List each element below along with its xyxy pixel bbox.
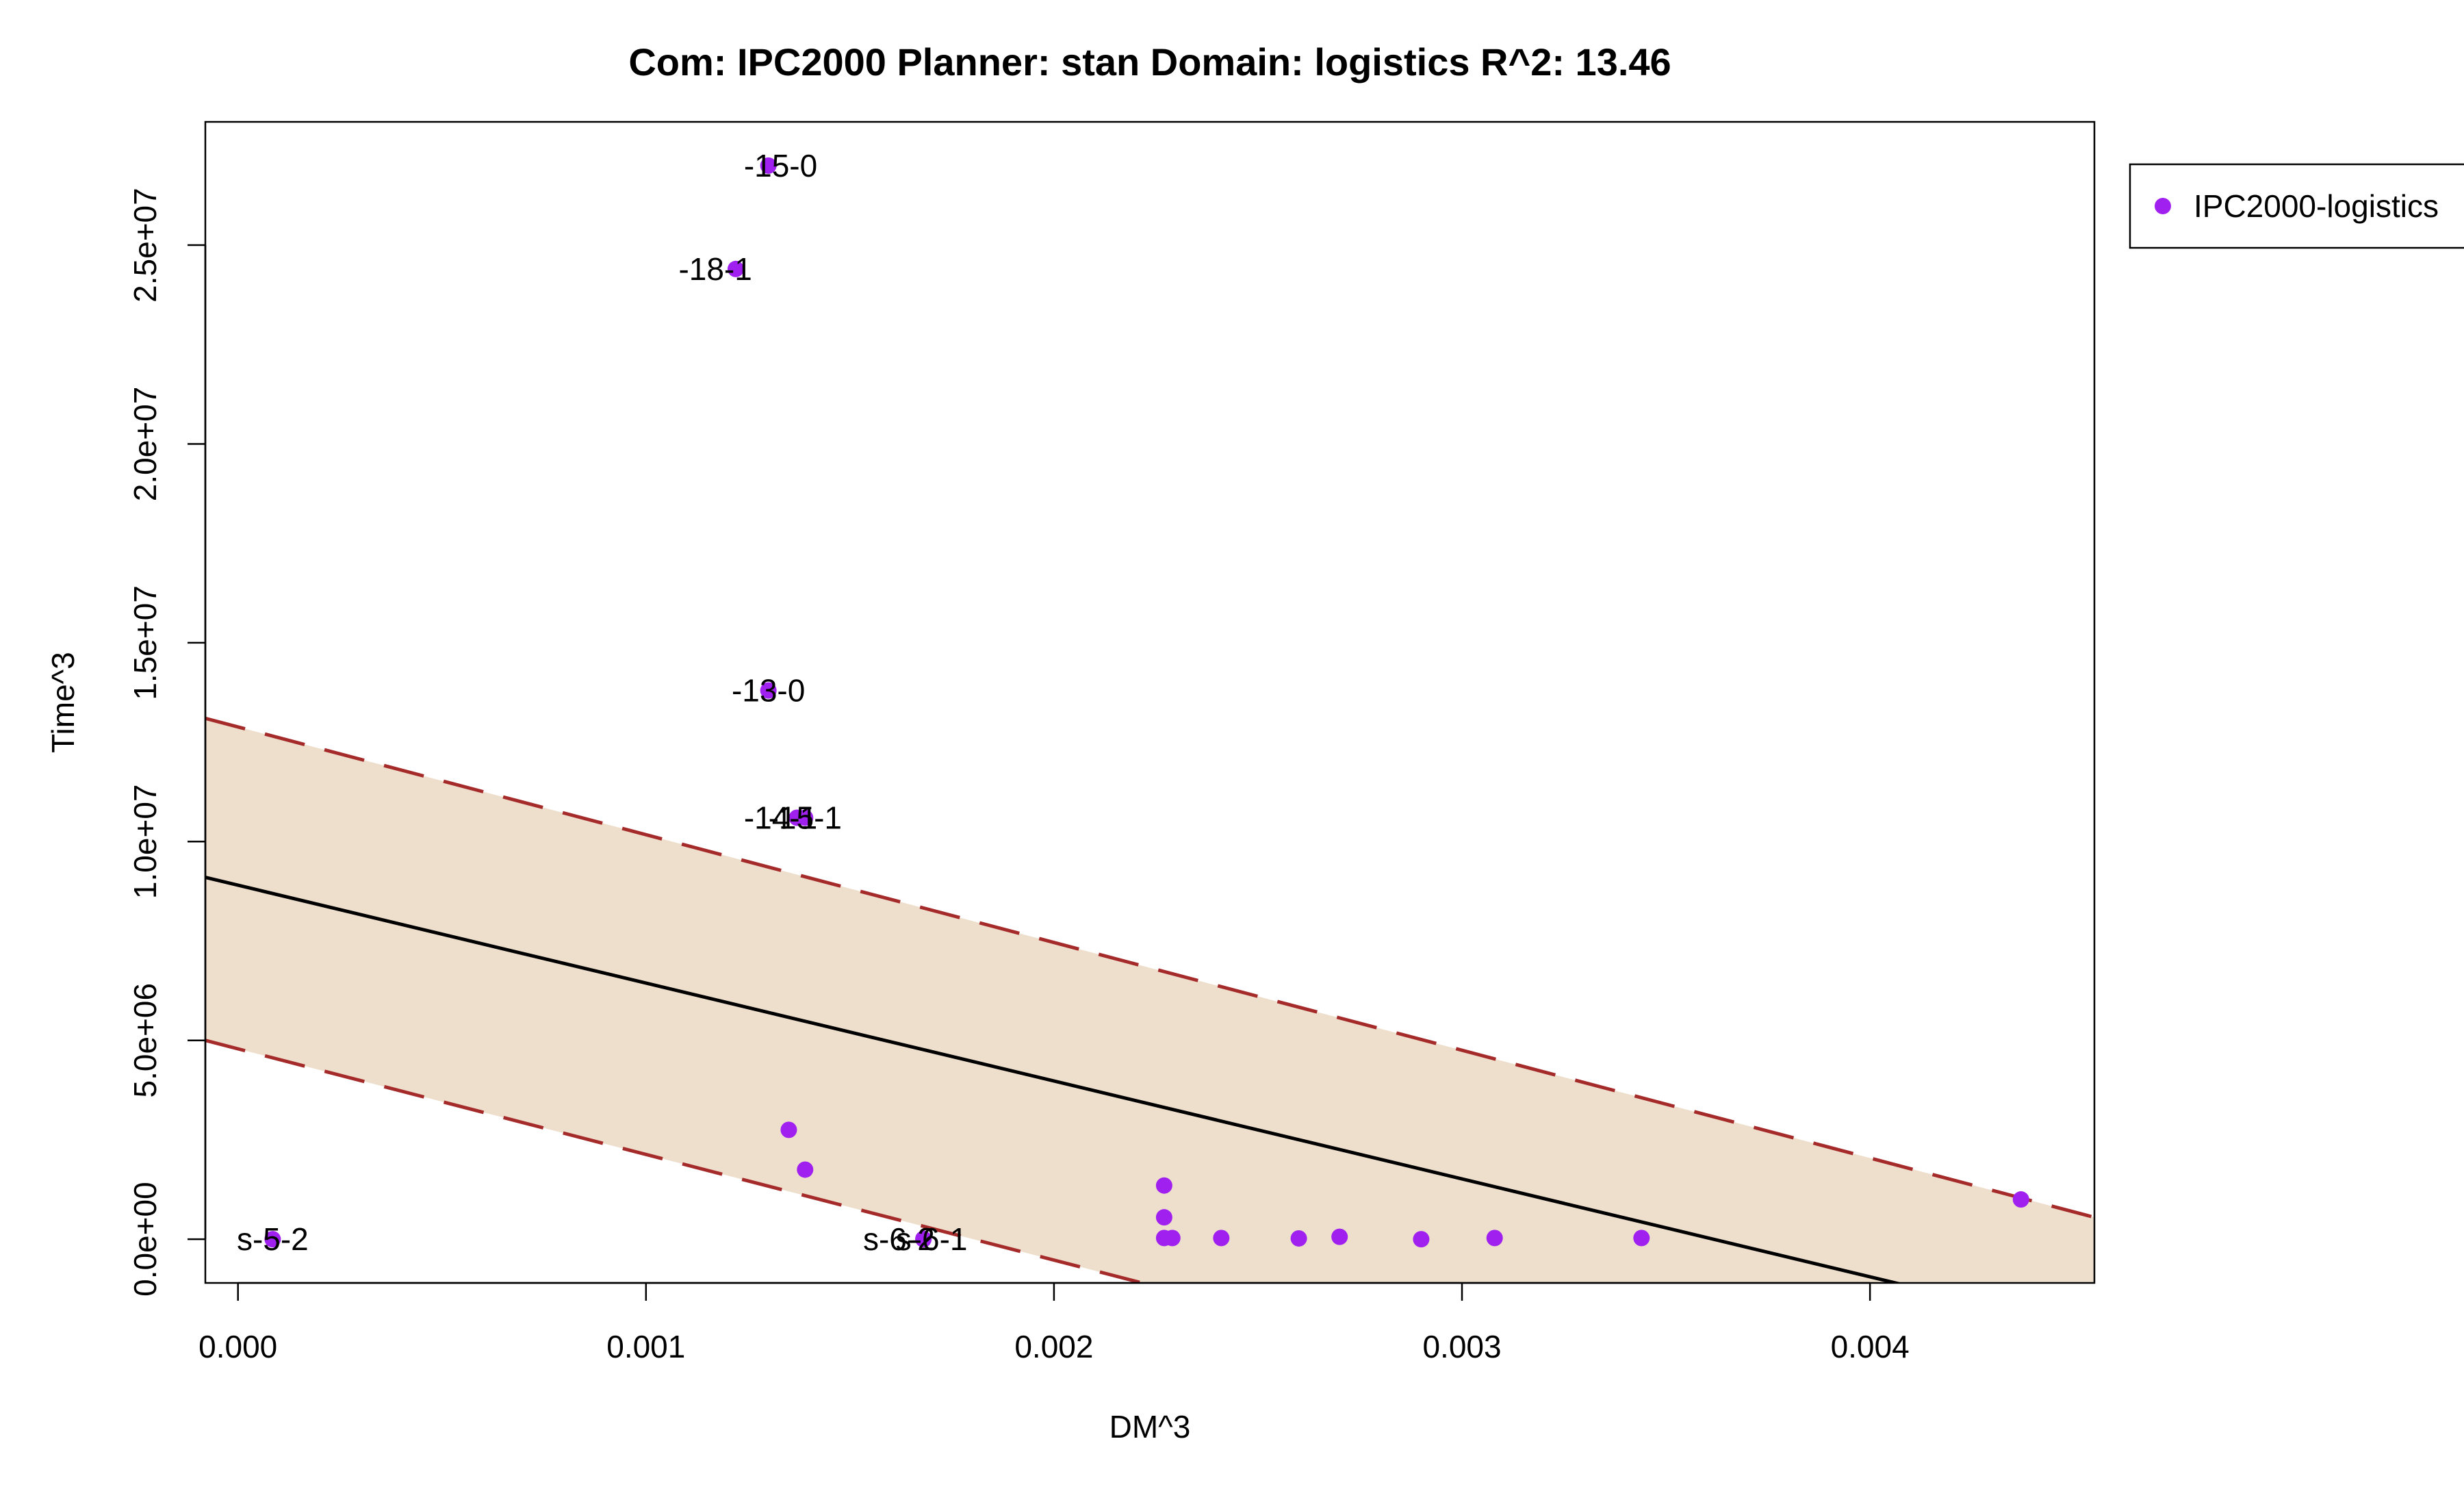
- data-point: [760, 682, 777, 699]
- point-label: s-5-2: [237, 1221, 309, 1257]
- lower-bound-line: [205, 1039, 1149, 1283]
- upper-bound-line: [205, 716, 2094, 1219]
- data-point: [1413, 1231, 1430, 1248]
- confidence-band-layer: [205, 716, 2094, 1283]
- data-point: [2012, 1191, 2029, 1208]
- point-label: -15-1: [769, 800, 842, 835]
- data-point: [1155, 1177, 1172, 1194]
- legend-box: [2129, 163, 2464, 249]
- data-point: [1213, 1230, 1230, 1247]
- y-axis-label: Time^3: [45, 652, 81, 753]
- data-point: [1290, 1230, 1307, 1247]
- point-label: -18-1: [678, 251, 752, 287]
- x-tick-label: 0.002: [1014, 1329, 1093, 1364]
- x-axis: 0.000 0.001 0.002 0.003 0.004: [198, 1282, 1910, 1364]
- legend-marker: [2155, 198, 2171, 214]
- data-point: [1155, 1209, 1172, 1226]
- confidence-band: [205, 718, 2094, 1283]
- data-point: [1331, 1228, 1348, 1245]
- data-point: [264, 1231, 281, 1248]
- data-point: [1486, 1230, 1503, 1247]
- data-point: [760, 157, 777, 174]
- point-label: -13-0: [732, 673, 805, 709]
- data-point: [780, 1121, 797, 1138]
- y-tick-label: 2.0e+07: [127, 387, 163, 502]
- y-tick-label: 1.0e+07: [127, 785, 163, 900]
- y-tick-label: 2.5e+07: [127, 188, 163, 303]
- data-point: [1633, 1230, 1650, 1247]
- point-label: s-6-1: [896, 1221, 968, 1257]
- y-tick-label: 5.0e+06: [127, 983, 163, 1098]
- data-point: [1164, 1230, 1181, 1247]
- x-axis-label: DM^3: [1109, 1409, 1191, 1445]
- point-label: -14-1: [744, 800, 817, 835]
- data-point: [797, 809, 814, 826]
- point-annotations: -15-0 -18-1 -13-0 -14-1-15-1 s-5-2 s-6-2s-6-1: [237, 148, 968, 1257]
- y-tick-label: 1.5e+07: [127, 585, 163, 700]
- x-tick-label: 0.000: [198, 1329, 277, 1364]
- chart-title: Com: IPC2000 Planner: stan Domain: logis…: [628, 40, 1671, 84]
- x-tick-label: 0.001: [606, 1329, 685, 1364]
- regression-line: [205, 876, 1903, 1283]
- legend-entry-label: IPC2000-logistics: [2194, 188, 2439, 224]
- y-tick-label: 0.0e+00: [127, 1182, 163, 1297]
- data-point: [797, 1161, 814, 1178]
- x-tick-label: 0.004: [1831, 1329, 1910, 1364]
- point-label: s-6-2: [863, 1221, 935, 1257]
- data-point: [915, 1230, 932, 1247]
- data-point: [727, 260, 744, 277]
- y-axis: 0.0e+00 5.0e+06 1.0e+07 1.5e+07 2.0e+07 2.5e+…: [127, 188, 207, 1297]
- point-label: -15-0: [744, 148, 817, 183]
- legend: IPC2000-logistics: [2129, 163, 2464, 249]
- x-tick-label: 0.003: [1422, 1329, 1501, 1364]
- scatter-points: [264, 157, 2029, 1248]
